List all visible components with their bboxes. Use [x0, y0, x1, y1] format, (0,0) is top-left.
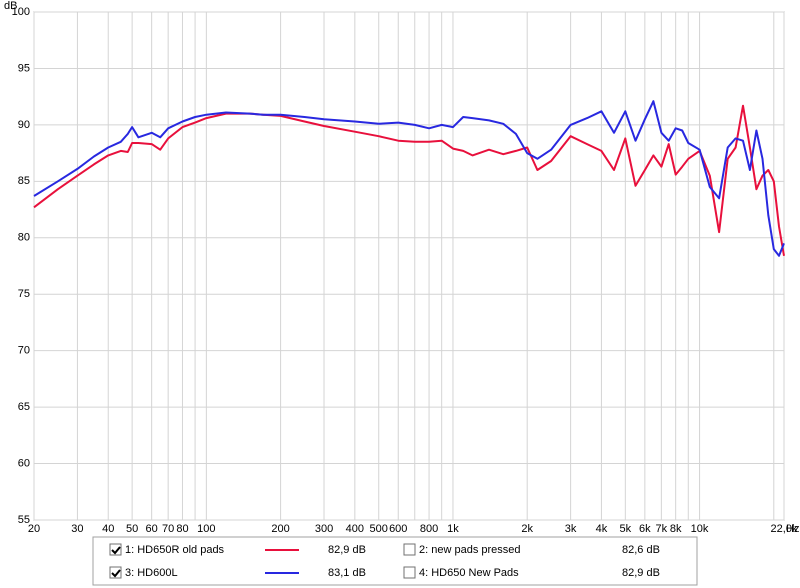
y-tick-label: 55: [18, 514, 30, 526]
x-tick-label: 5k: [620, 523, 632, 535]
legend-checkbox[interactable]: [109, 566, 122, 579]
x-tick-label: 70: [162, 523, 174, 535]
x-tick-label: 7k: [656, 523, 668, 535]
legend-reading: 82,6 dB: [622, 544, 660, 556]
x-tick-label: 500: [370, 523, 388, 535]
y-tick-label: 90: [18, 119, 30, 131]
y-tick-label: 85: [18, 175, 30, 187]
series-line: [33, 100, 785, 257]
x-tick-label: 400: [346, 523, 364, 535]
y-tick-label: 100: [12, 6, 30, 18]
legend-checkbox[interactable]: [403, 566, 416, 579]
x-tick-label: 1k: [447, 523, 459, 535]
y-tick-label: 95: [18, 62, 30, 74]
legend-label: 1: HD650R old pads: [125, 544, 225, 556]
x-tick-label: 22,0k: [771, 523, 798, 535]
x-tick-label: 6k: [639, 523, 651, 535]
legend-checkbox[interactable]: [403, 543, 416, 556]
x-tick-label: 300: [315, 523, 333, 535]
x-tick-label: 3k: [565, 523, 577, 535]
x-tick-label: 40: [102, 523, 114, 535]
x-tick-label: 800: [420, 523, 438, 535]
y-tick-label: 65: [18, 401, 30, 413]
x-tick-label: 80: [176, 523, 188, 535]
checkmark: [111, 546, 121, 555]
x-tick-label: 100: [197, 523, 215, 535]
legend-reading: 82,9 dB: [328, 544, 366, 556]
x-tick-label: 60: [146, 523, 158, 535]
y-tick-label: 75: [18, 288, 30, 300]
y-tick-label: 60: [18, 457, 30, 469]
x-tick-label: 50: [126, 523, 138, 535]
x-tick-label: 2k: [521, 523, 533, 535]
legend-checkbox[interactable]: [109, 543, 122, 556]
legend: [92, 536, 698, 586]
x-tick-label: 4k: [596, 523, 608, 535]
series-line: [33, 104, 785, 256]
legend-reading: 83,1 dB: [328, 567, 366, 579]
checkmark: [111, 569, 121, 578]
legend-label: 3: HD600L: [125, 567, 178, 579]
x-tick-label: 30: [71, 523, 83, 535]
legend-reading: 82,9 dB: [622, 567, 660, 579]
plot-area: [33, 11, 785, 521]
x-tick-label: 600: [389, 523, 407, 535]
legend-label: 2: new pads pressed: [419, 544, 521, 556]
x-tick-label: 200: [271, 523, 289, 535]
y-unit: dB: [4, 0, 17, 12]
y-tick-label: 70: [18, 345, 30, 357]
y-tick-label: 80: [18, 232, 30, 244]
x-tick-label: 10k: [691, 523, 709, 535]
x-unit: Hz: [786, 523, 799, 535]
x-tick-label: 8k: [670, 523, 682, 535]
legend-label: 4: HD650 New Pads: [419, 567, 519, 579]
x-tick-label: 20: [28, 523, 40, 535]
